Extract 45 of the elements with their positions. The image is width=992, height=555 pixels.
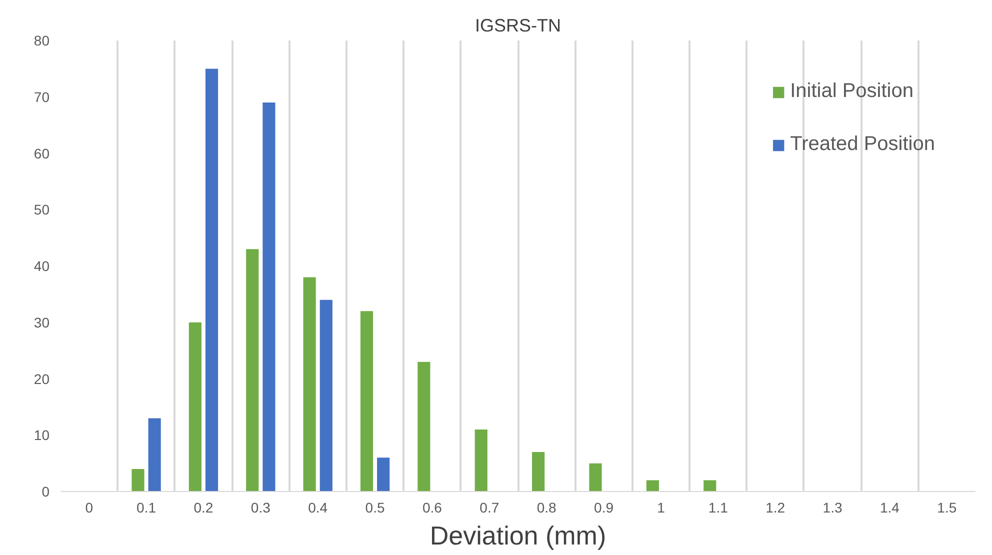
- x-tick-label: 0.9: [594, 500, 614, 516]
- bar: [589, 463, 602, 492]
- bar: [377, 458, 390, 492]
- bar: [188, 322, 202, 492]
- x-tick-label: 0.6: [422, 500, 442, 516]
- y-tick-label: 50: [34, 202, 50, 218]
- x-tick-label: 1.4: [880, 500, 900, 516]
- x-tick-label: 1.1: [708, 500, 728, 516]
- x-tick-label: 0.7: [480, 500, 500, 516]
- bar: [262, 102, 276, 492]
- bar: [704, 480, 716, 492]
- bar: [320, 300, 332, 492]
- x-tick-label: 1: [657, 500, 666, 516]
- y-tick-label: 40: [34, 258, 50, 274]
- bar: [360, 311, 374, 492]
- x-tick-label: 1.2: [766, 500, 786, 516]
- bar: [532, 452, 545, 492]
- bar: [646, 480, 659, 492]
- bar: [205, 68, 218, 492]
- x-tick-label: 0.1: [136, 500, 156, 516]
- bar: [303, 277, 316, 492]
- bar: [148, 418, 161, 492]
- bar: [246, 249, 259, 492]
- x-tick-label: 0.3: [250, 500, 271, 516]
- chart-title: IGSRS-TN: [475, 16, 562, 36]
- x-tick-label: 0.4: [308, 500, 328, 516]
- legend-label: Initial Position: [790, 80, 914, 103]
- x-tick-label: 0.8: [536, 500, 557, 516]
- y-tick-label: 30: [34, 314, 50, 330]
- bar: [418, 362, 430, 492]
- y-tick-label: 80: [34, 32, 50, 48]
- x-tick-label: 1.5: [937, 500, 957, 516]
- y-tick-label: 20: [34, 370, 50, 387]
- bar: [474, 429, 488, 492]
- y-tick-label: 10: [34, 427, 50, 444]
- y-tick-label: 60: [34, 145, 50, 162]
- x-tick-label: 1.3: [822, 500, 842, 516]
- legend-label: Treated Position: [790, 133, 935, 156]
- x-tick-label: 0.5: [365, 500, 385, 516]
- bar: [132, 468, 144, 492]
- y-tick-label: 70: [34, 88, 50, 105]
- x-tick-label: 0.2: [194, 500, 214, 516]
- y-tick-label: 0: [42, 484, 50, 500]
- x-tick-label: 0: [85, 500, 94, 516]
- x-axis-title: Deviation (mm): [430, 520, 606, 550]
